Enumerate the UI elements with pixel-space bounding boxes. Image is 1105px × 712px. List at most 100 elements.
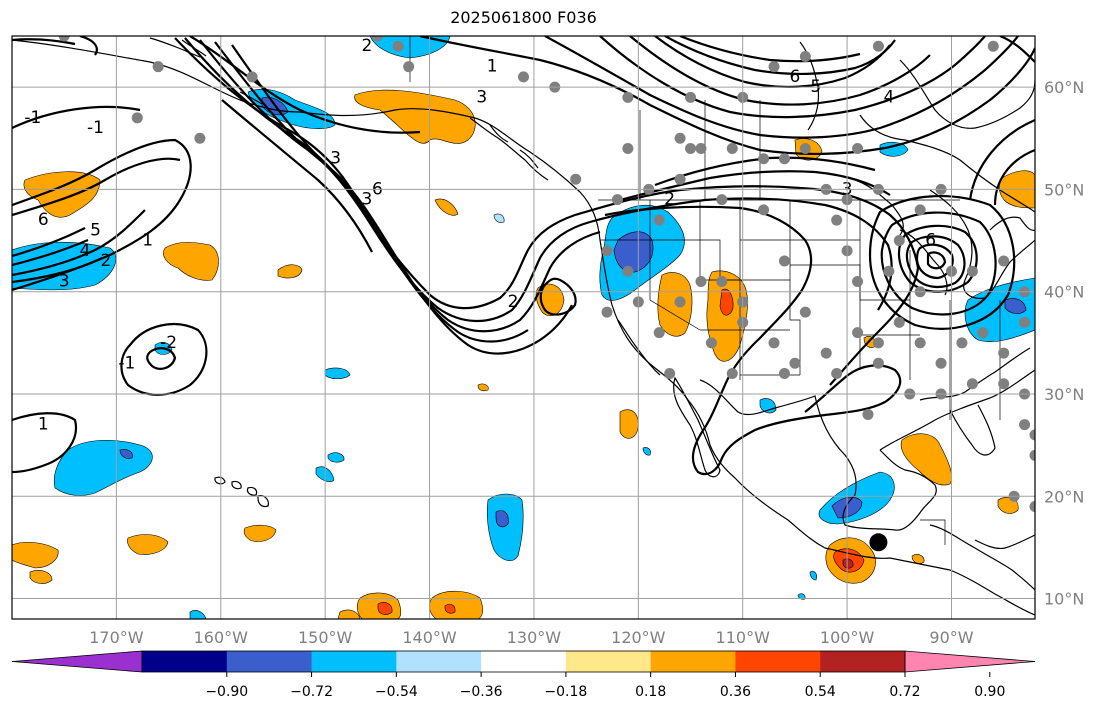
contour-label: -1	[87, 118, 104, 138]
colorbar-segment	[735, 651, 821, 672]
colorbar-segment	[481, 651, 567, 672]
station-dot	[246, 71, 258, 83]
station-dot	[778, 153, 790, 165]
colorbar-tick-label: −0.72	[290, 684, 333, 700]
station-dot	[789, 357, 801, 369]
map-content: -1-1123654363236542132-2-116	[12, 36, 1035, 619]
contour-label: 1	[38, 415, 49, 435]
station-dot	[674, 132, 686, 144]
coastlines	[12, 37, 1035, 616]
lon-tick-label: 150°W	[298, 628, 353, 647]
contour-label: 3	[362, 190, 373, 210]
shaded-field	[12, 36, 1035, 619]
station-dot	[403, 61, 415, 73]
lat-tick-label: 30°N	[1044, 385, 1084, 404]
lon-tick-label: 140°W	[402, 628, 457, 647]
station-dot	[653, 214, 665, 226]
station-dot	[152, 61, 164, 73]
colorbar-tick-label: −0.54	[375, 684, 418, 700]
station-dot	[601, 245, 613, 257]
station-dot	[768, 61, 780, 73]
lon-tick-label: 160°W	[194, 628, 249, 647]
station-dot	[893, 235, 905, 247]
colorbar: −0.90 −0.72 −0.54 −0.36 −0.18 0.18 0.36 0.54 0.7…	[11, 650, 1036, 700]
lat-tick-label: 60°N	[1044, 78, 1084, 97]
station-dot	[831, 214, 843, 226]
station-dot	[778, 255, 790, 267]
contour-label: 1	[487, 57, 498, 77]
station-dot	[758, 153, 770, 165]
location-marker	[869, 533, 888, 552]
station-dot	[914, 337, 926, 349]
station-dot	[956, 337, 968, 349]
station-dot	[998, 378, 1010, 390]
station-dot	[570, 173, 582, 185]
station-dot	[622, 91, 634, 103]
station-dot	[852, 275, 864, 287]
lon-tick-label: 110°W	[716, 628, 771, 647]
colorbar-tick-label: 0.72	[889, 684, 920, 700]
station-dot	[653, 327, 665, 339]
contour-label: 4	[883, 87, 894, 107]
station-dot	[131, 112, 143, 124]
colorbar-segment	[226, 651, 313, 672]
lat-tick-label: 20°N	[1044, 487, 1084, 506]
colorbar-tick-label: 0.18	[635, 684, 666, 700]
station-dot	[883, 265, 895, 277]
station-dot	[685, 91, 697, 103]
colorbar-segment	[142, 651, 228, 672]
station-dot	[392, 40, 404, 52]
lat-tick-label: 40°N	[1044, 283, 1084, 302]
station-dot	[194, 132, 206, 144]
contour-label: 1	[142, 231, 153, 251]
station-dot	[705, 337, 717, 349]
contour-label: 3	[476, 87, 487, 107]
chart-title: 2025061800 F036	[450, 8, 597, 27]
contour-label: 3	[59, 271, 70, 291]
colorbar-segment	[820, 651, 906, 672]
lon-tick-label: 130°W	[507, 628, 562, 647]
station-dot	[862, 408, 874, 420]
station-dot	[966, 378, 978, 390]
contour-label: 6	[38, 210, 49, 230]
station-dot	[674, 173, 686, 185]
station-dot	[914, 204, 926, 216]
station-dot	[601, 306, 613, 318]
station-dot	[726, 143, 738, 155]
station-dot	[820, 347, 832, 359]
contour-label: -2	[160, 333, 177, 353]
colorbar-frame	[141, 650, 906, 673]
map-frame	[11, 35, 1036, 620]
station-dot	[58, 36, 70, 42]
colorbar-tick-label: −0.36	[460, 684, 503, 700]
contour-label: 4	[80, 241, 91, 261]
contour-label: 2	[508, 292, 519, 312]
station-dot	[768, 337, 780, 349]
station-dot	[371, 36, 383, 42]
contour-label: 6	[789, 67, 800, 87]
colorbar-segment	[11, 650, 143, 673]
station-dot	[716, 194, 728, 206]
station-dot	[726, 368, 738, 380]
station-dot	[893, 316, 905, 328]
lon-tick-label: 100°W	[820, 628, 875, 647]
longitude-ticks: 170°W 160°W 150°W 140°W 130°W 120°W 110°W 100°W…	[89, 628, 974, 647]
station-dot	[998, 255, 1010, 267]
station-dot	[831, 368, 843, 380]
colorbar-segment	[565, 651, 652, 672]
colorbar-tick-label: 0.36	[720, 684, 751, 700]
colorbar-tick-label: 0.54	[805, 684, 836, 700]
station-dot	[977, 327, 989, 339]
station-dot	[674, 296, 686, 308]
station-dot	[518, 71, 529, 83]
station-dot	[1029, 500, 1035, 512]
station-dot	[695, 143, 707, 155]
station-dot	[872, 357, 884, 369]
station-dot	[778, 368, 790, 380]
station-dot	[685, 143, 697, 155]
station-dot	[758, 204, 770, 216]
colorbar-tick-label: −0.90	[205, 684, 248, 700]
lat-tick-label: 50°N	[1044, 180, 1084, 199]
station-dot	[872, 337, 884, 349]
